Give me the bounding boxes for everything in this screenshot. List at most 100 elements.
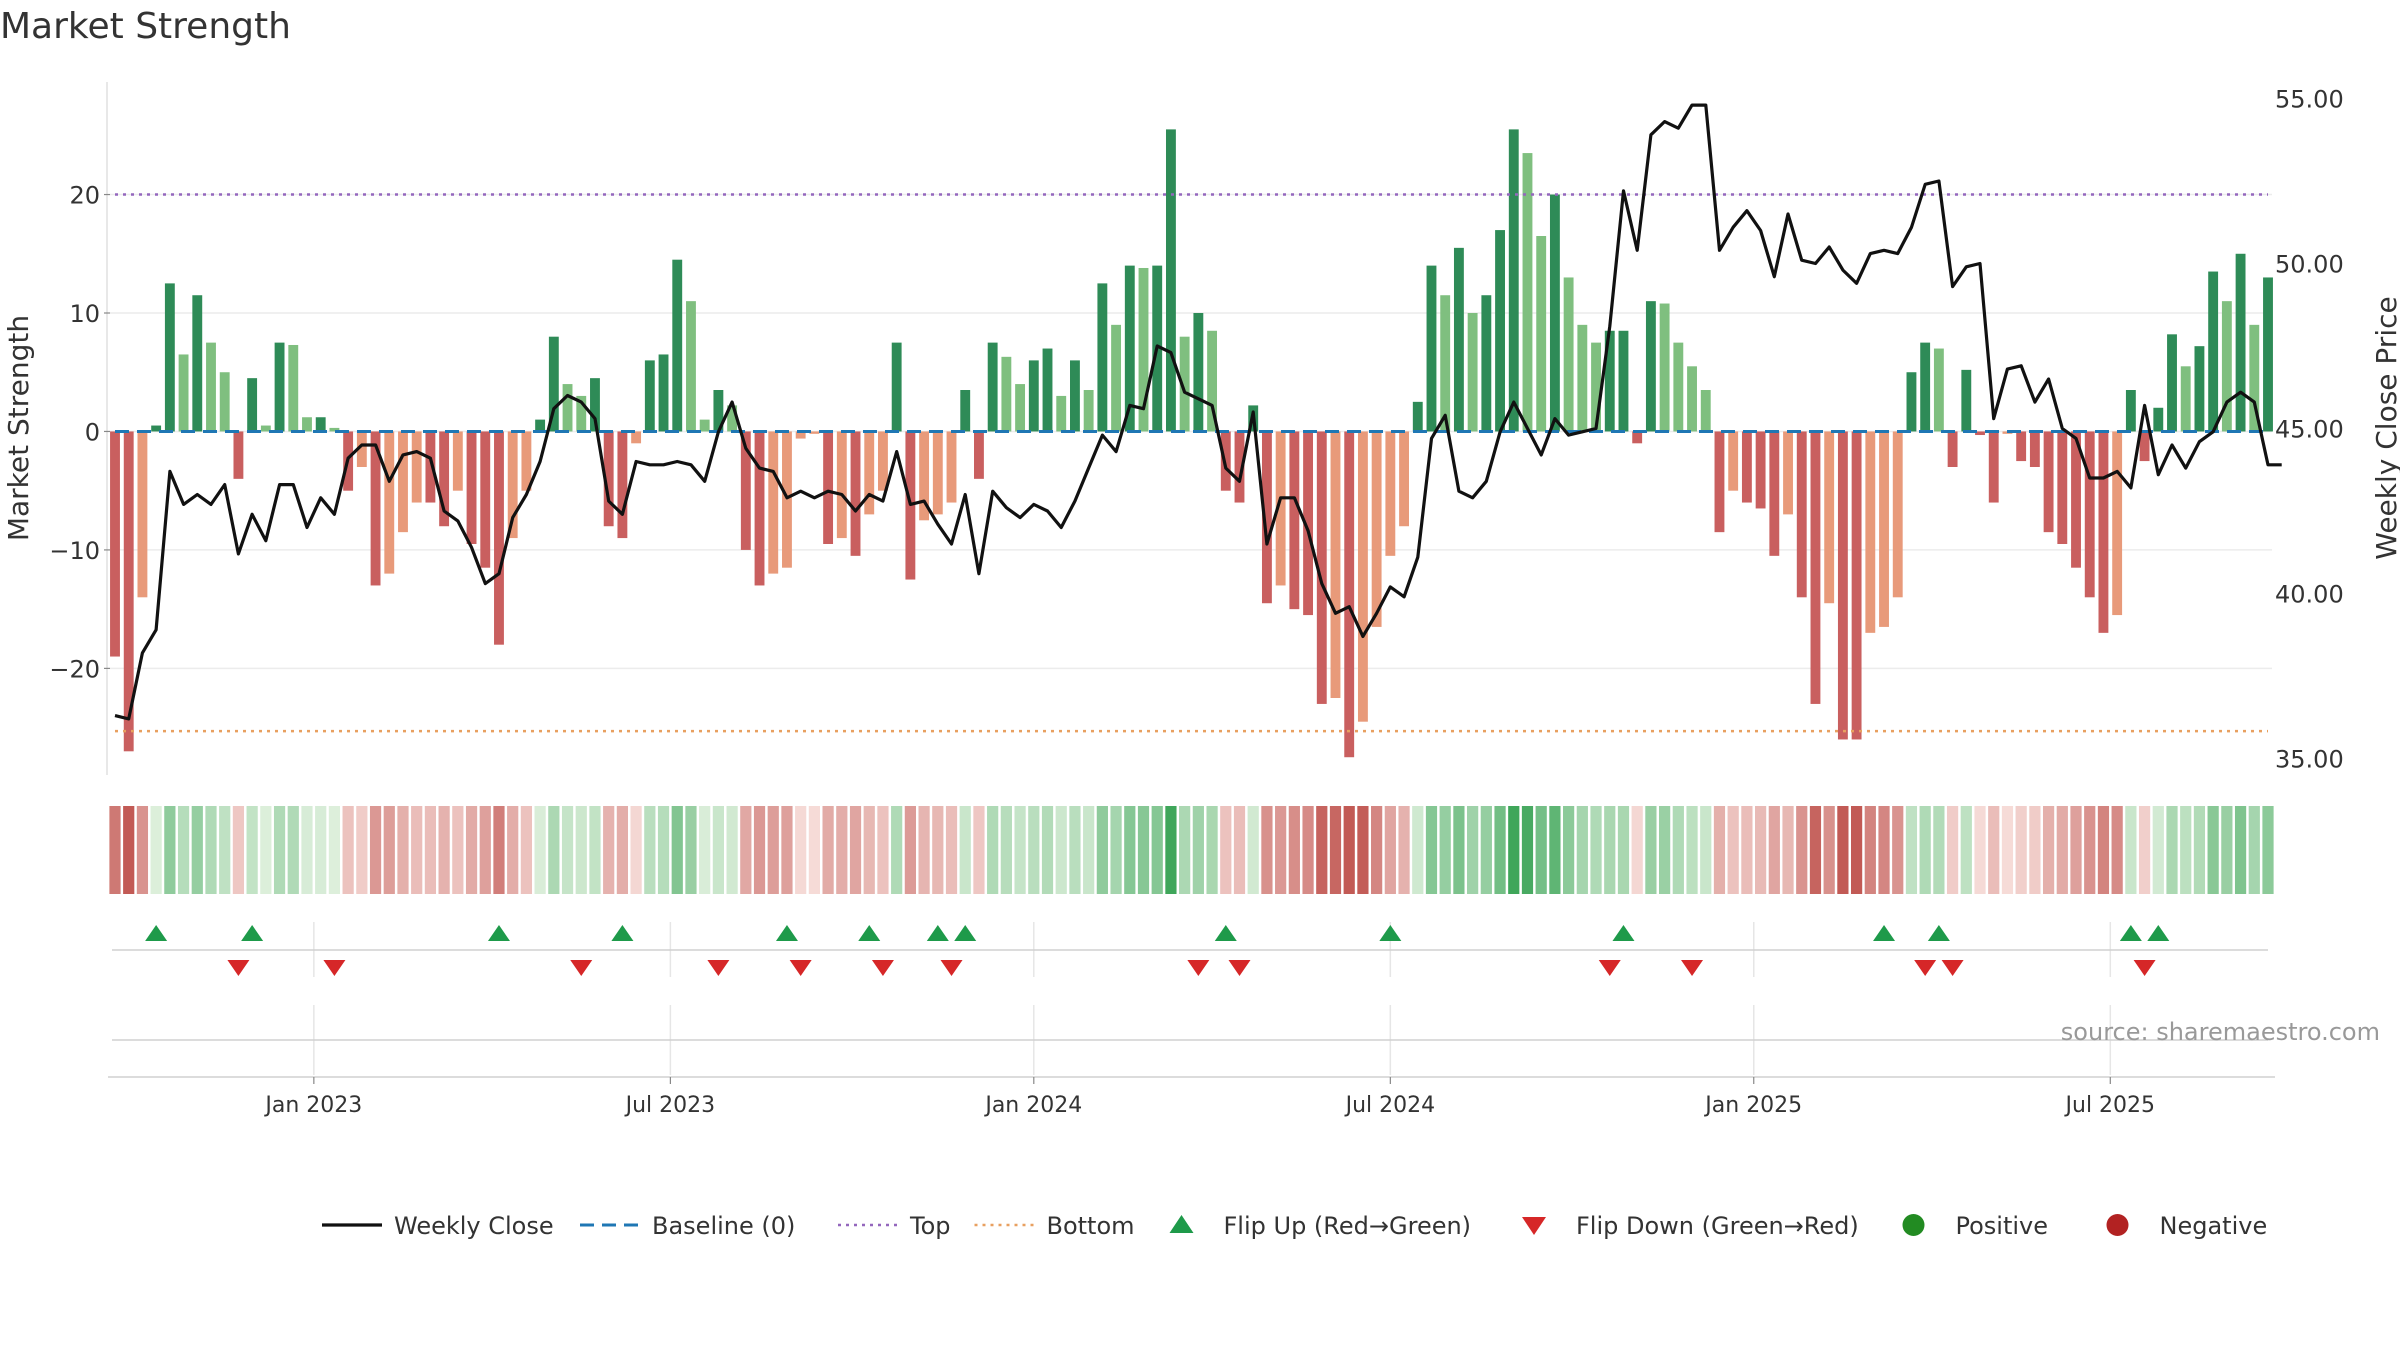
strength-bar — [1316, 431, 1327, 704]
heat-cell — [136, 806, 149, 894]
heat-cell — [1371, 806, 1383, 894]
heat-cell — [1617, 806, 1630, 894]
heat-cell — [836, 806, 848, 894]
heat-cell — [767, 806, 779, 894]
heat-cell — [1864, 806, 1876, 894]
strength-bar — [1097, 283, 1108, 432]
strength-bar — [836, 431, 847, 539]
heat-cell — [2029, 806, 2041, 894]
heat-cell — [1604, 806, 1616, 894]
heat-cell — [822, 806, 834, 894]
heat-cell — [630, 806, 642, 894]
heat-cell — [479, 806, 491, 894]
right-tick-label: 55.00 — [2275, 86, 2344, 114]
strength-bar — [1961, 369, 1972, 432]
strength-bar — [2112, 431, 2123, 616]
heat-cell — [2180, 806, 2192, 894]
legend: Weekly Close Baseline (0) Top Bottom Flip Up… — [322, 1212, 2267, 1240]
strength-bar — [878, 431, 888, 491]
strength-bar — [178, 354, 189, 432]
strength-bar — [1837, 431, 1848, 740]
heat-cell — [1096, 806, 1108, 894]
heat-cell — [1905, 806, 1918, 894]
heat-cell — [1521, 806, 1534, 894]
heat-cell — [2084, 806, 2096, 894]
strength-bar — [398, 431, 408, 533]
strength-bar — [1796, 431, 1807, 598]
strength-bar — [123, 431, 134, 752]
heat-cell — [1261, 806, 1273, 894]
heat-cell — [109, 806, 121, 894]
strength-bar — [1933, 348, 1944, 432]
heat-cell — [1329, 806, 1342, 894]
heat-cell — [1878, 806, 1890, 894]
heat-cell — [397, 806, 409, 894]
heat-cell — [342, 806, 354, 894]
heat-cell — [1563, 806, 1575, 894]
strength-bar — [2235, 253, 2246, 432]
weekly-close-line — [114, 103, 2282, 721]
strength-bar — [2208, 271, 2219, 432]
heat-cell — [164, 806, 176, 894]
legend-label: Weekly Close — [394, 1212, 554, 1240]
strength-bars — [110, 129, 2273, 758]
legend-swatch-tri-up — [1169, 1215, 1194, 1233]
strength-bar — [1385, 431, 1396, 556]
strength-bar — [740, 431, 751, 550]
heat-cell — [2097, 806, 2110, 894]
heat-cell — [973, 806, 985, 894]
strength-bar — [1440, 295, 1451, 432]
left-tick-label: 20 — [69, 182, 100, 210]
heat-cell — [1220, 806, 1232, 894]
strength-bar — [686, 301, 696, 432]
flip-up-marker — [145, 925, 168, 941]
heat-cell — [1686, 806, 1698, 894]
strength-bar — [192, 295, 203, 432]
strength-bar — [494, 431, 504, 645]
heat-cell — [1974, 806, 1986, 894]
flip-up-marker — [775, 925, 798, 941]
heat-cell — [1412, 806, 1424, 894]
flip-up-marker — [1873, 925, 1896, 941]
heat-cell — [1850, 806, 1863, 894]
strength-bar — [1001, 356, 1012, 432]
strength-bar — [2043, 431, 2054, 533]
strength-bar — [2153, 407, 2164, 432]
strength-bar — [1357, 431, 1368, 722]
heat-cell — [712, 806, 724, 894]
heat-cell — [2166, 806, 2178, 894]
strength-bar — [151, 425, 162, 432]
strength-bar — [1015, 384, 1026, 432]
legend-item: Baseline (0) — [580, 1212, 795, 1240]
heat-cell — [932, 806, 944, 894]
strength-bar — [1111, 324, 1122, 432]
strength-bar — [384, 431, 395, 574]
heat-cell — [548, 806, 560, 894]
heat-cell — [1713, 806, 1726, 894]
strength-bar — [576, 395, 587, 432]
strength-bar — [1481, 295, 1492, 432]
heat-cell — [1480, 806, 1492, 894]
strength-bar — [1577, 324, 1588, 432]
strength-bar — [1673, 342, 1684, 432]
heat-cell — [1014, 806, 1026, 894]
strength-bar — [370, 431, 381, 586]
left-tick-label: 0 — [85, 418, 100, 446]
heat-cell — [753, 806, 766, 894]
heat-cell — [328, 806, 341, 894]
heat-cell — [1288, 806, 1300, 894]
strength-bar — [2180, 366, 2191, 432]
strength-bar — [1453, 247, 1464, 432]
flip-down-marker — [1187, 960, 1210, 976]
heat-cell — [2056, 806, 2068, 894]
heat-cell — [1727, 806, 1739, 894]
legend-label: Flip Down (Green→Red) — [1576, 1212, 1859, 1240]
strength-bar — [1124, 265, 1135, 432]
strength-bar — [1700, 390, 1711, 432]
heat-cell — [808, 806, 820, 894]
heat-cell — [2248, 806, 2260, 894]
heat-cell — [438, 806, 450, 894]
heat-cell — [123, 806, 135, 894]
heat-cell — [699, 806, 711, 894]
